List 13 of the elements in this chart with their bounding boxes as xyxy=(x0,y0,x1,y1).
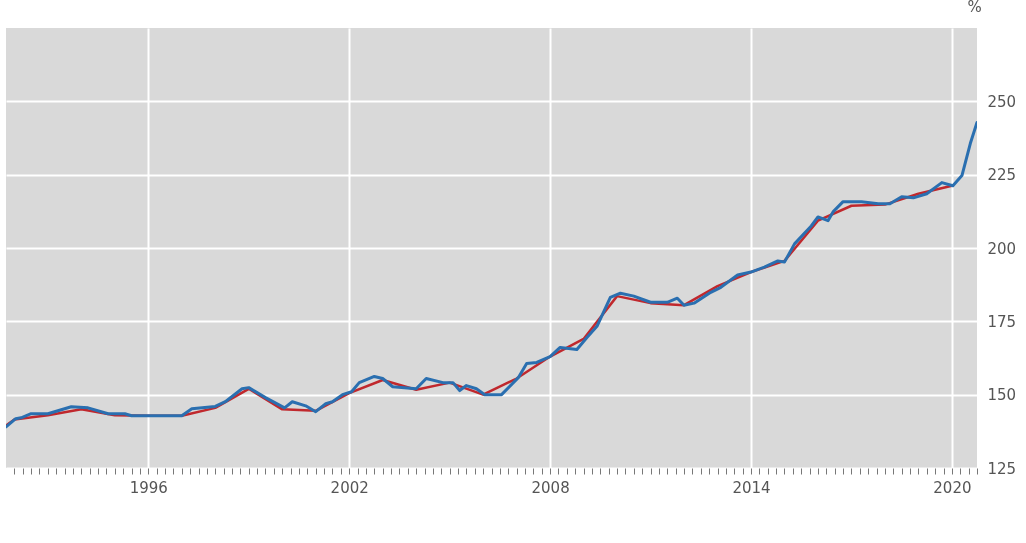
x-tick-label: 2008 xyxy=(531,478,570,497)
x-tick-label: 2020 xyxy=(933,478,972,497)
y-tick-label: 150 xyxy=(987,386,1017,405)
y-axis-title: % xyxy=(967,0,982,16)
y-tick-label: 250 xyxy=(987,92,1017,111)
y-tick-label: 225 xyxy=(987,166,1017,185)
y-tick-label: 125 xyxy=(987,459,1017,478)
y-tick-label: 200 xyxy=(987,239,1017,258)
x-tick-label: 2014 xyxy=(732,478,771,497)
x-tick-label: 1996 xyxy=(129,478,168,497)
line-series xyxy=(6,120,977,429)
x-tick-label: 2002 xyxy=(330,478,369,497)
y-tick-label: 175 xyxy=(987,312,1017,331)
